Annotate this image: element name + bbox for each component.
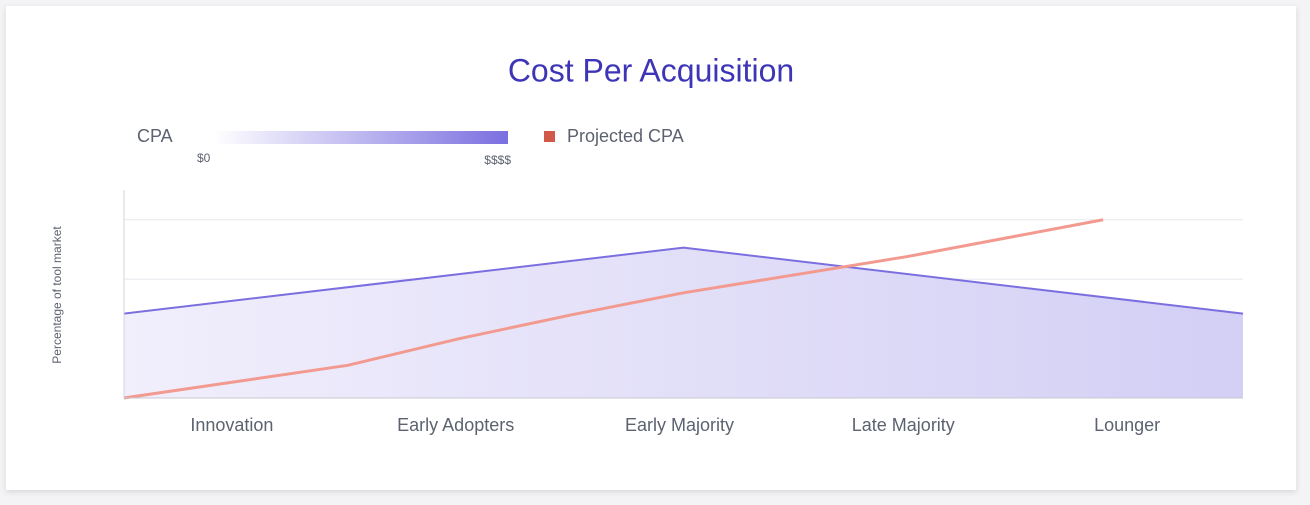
legend-swatch <box>544 131 555 142</box>
x-tick-label: Early Majority <box>625 415 734 435</box>
x-tick-label: Late Majority <box>852 415 955 435</box>
area-line <box>123 246 1244 315</box>
legend-gradient <box>214 131 508 144</box>
line <box>123 218 1104 400</box>
y-axis-label: Percentage of tool market <box>50 226 64 364</box>
x-tick-label: Lounger <box>1094 415 1160 435</box>
legend-label: CPA <box>137 126 173 146</box>
area <box>124 247 1243 398</box>
x-tick-label: Innovation <box>190 415 273 435</box>
legend-scale-label: $0 <box>197 151 211 165</box>
legend-scale-label: $$$$ <box>484 153 511 167</box>
card <box>6 6 1296 490</box>
x-tick-label: Early Adopters <box>397 415 514 435</box>
legend-label: Projected CPA <box>567 126 684 146</box>
chart-title: Cost Per Acquisition <box>508 52 794 88</box>
